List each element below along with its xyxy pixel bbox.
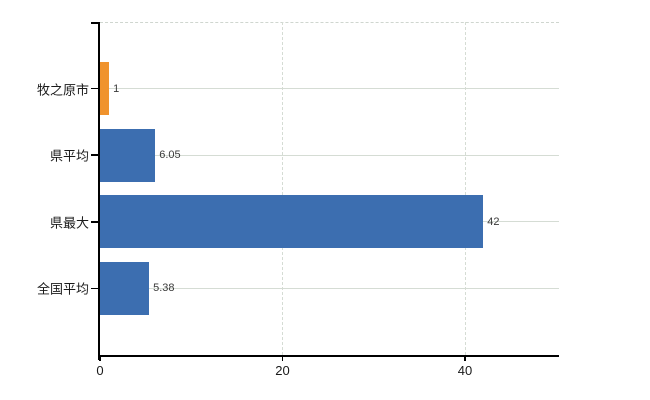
plot-area: 1 6.05 42 5.38 [91,22,559,361]
x-axis-tick [99,355,101,361]
category-label: 県最大 [49,215,89,231]
value-label: 5.38 [153,282,175,295]
category-label: 県平均 [49,148,89,164]
y-axis-line [98,22,100,360]
x-tick-label: 20 [275,363,290,378]
value-label: 6.05 [159,149,181,162]
x-tick-label: 0 [96,363,104,378]
x-axis-tick [464,355,466,361]
x-axis-tick [281,355,284,361]
value-label: 1 [113,82,120,95]
y-axis-tick [91,221,99,223]
value-label: 42 [487,215,500,228]
vertical-gridline [282,22,283,355]
y-axis-tick [91,287,99,290]
vertical-gridline [464,22,466,355]
plot-top-border [100,22,559,23]
horizontal-gridline [100,287,559,289]
x-tick-label: 40 [457,363,473,378]
horizontal-gridline [100,154,559,156]
y-axis-tick [91,154,99,156]
bar-4 [100,261,150,315]
horizontal-gridline [100,88,559,90]
bar-1 [100,62,110,116]
bar-3 [100,195,484,249]
category-label: 牧之原市 [36,82,89,98]
bar-2 [100,128,156,182]
category-label: 全国平均 [36,281,89,297]
y-axis-tick [91,87,99,90]
y-axis-top-tick [91,22,99,24]
x-axis-line [98,355,559,357]
